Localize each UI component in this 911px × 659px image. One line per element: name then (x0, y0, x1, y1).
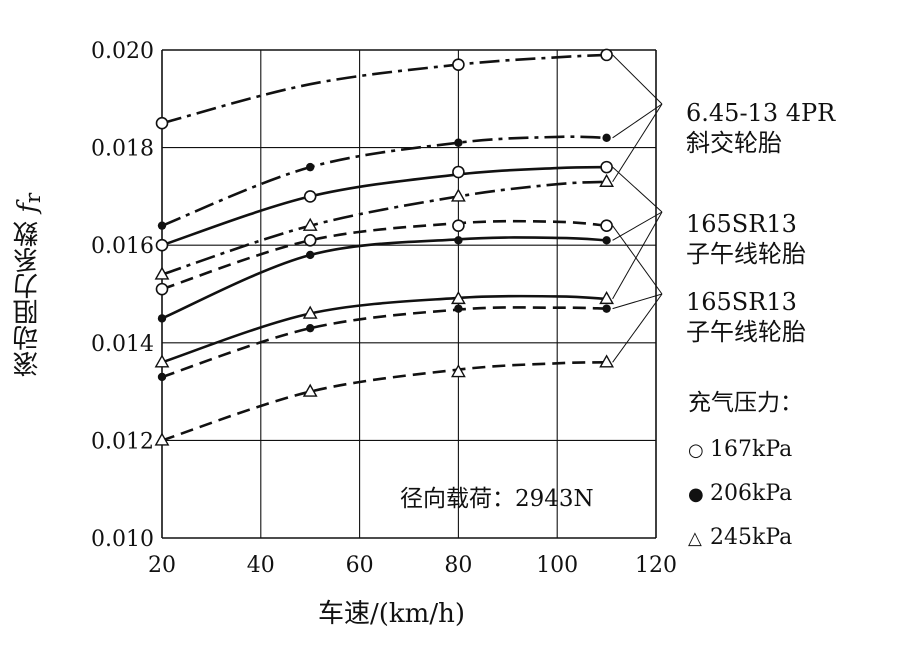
radial-tire-label-2-line2: 子午线轮胎 (686, 318, 806, 346)
series-line (161, 236, 607, 320)
y-tick-label: 0.018 (91, 137, 154, 162)
triangle-marker (599, 354, 614, 368)
x-tick-label: 20 (148, 553, 176, 578)
triangle-marker (154, 432, 170, 446)
series-line (161, 306, 607, 379)
x-tick-label: 60 (346, 553, 374, 578)
open-circle-marker (600, 48, 613, 62)
radial-tire-label-1-line1: 165SR13 (686, 210, 797, 238)
filled-dot-marker (306, 323, 315, 333)
legend-item-206kpa: ● 206kPa (688, 481, 792, 506)
bias-tire-label-line2: 斜交轮胎 (686, 129, 782, 157)
series-line (161, 180, 607, 276)
filled-dot-marker (306, 162, 315, 172)
filled-dot-marker (454, 138, 463, 147)
x-tick-label: 100 (536, 553, 578, 578)
series-markers (154, 48, 614, 446)
filled-dot-marker (454, 236, 463, 245)
x-tick-label: 80 (444, 553, 472, 578)
open-circle-marker (155, 238, 169, 252)
y-axis-title-text: 滚动阻力系数 (13, 212, 43, 378)
leader-line (612, 293, 663, 310)
open-circle-marker (303, 190, 317, 203)
filled-dot-marker (306, 250, 315, 260)
series-line (161, 135, 607, 227)
filled-dot-marker (602, 133, 611, 143)
bias-tire-label-line1: 6.45-13 4PR (686, 99, 836, 127)
x-axis-title: 车速/(km/h) (318, 599, 465, 629)
open-circle-marker (452, 219, 465, 232)
series-line (161, 165, 607, 247)
y-axis-subscript: r (21, 192, 47, 204)
triangle-marker (451, 188, 466, 202)
triangle-marker (302, 217, 318, 231)
legend-item-167kpa: ○ 167kPa (688, 437, 792, 462)
filled-dot-icon: ● (688, 484, 704, 505)
legend-label-245kpa: 245kPa (710, 525, 793, 550)
legend-title: 充气压力： (688, 390, 803, 416)
triangle-marker (599, 290, 614, 305)
y-tick-label: 0.020 (91, 39, 154, 64)
triangle-marker (154, 354, 170, 368)
leader-line (612, 166, 663, 213)
y-tick-label: 0.010 (91, 527, 154, 552)
y-tick-label: 0.016 (91, 234, 154, 259)
bias-tire-label: 6.45-13 4PR 斜交轮胎 (686, 98, 835, 158)
legend-item-245kpa: △ 245kPa (688, 525, 792, 550)
filled-dot-marker (157, 221, 167, 230)
triangle-marker (302, 383, 318, 397)
open-circle-marker (155, 116, 169, 130)
open-circle-marker (303, 234, 317, 247)
leader-lines (612, 54, 663, 363)
y-axis-title: 滚动阻力系数 fr (8, 150, 48, 420)
leader-line (612, 225, 663, 295)
filled-dot-marker (454, 304, 463, 313)
series-line (161, 219, 607, 291)
filled-dot-marker (602, 304, 611, 313)
legend-label-206kpa: 206kPa (710, 481, 793, 506)
leader-line (612, 211, 663, 241)
y-axis-symbol: f (13, 203, 43, 213)
x-tick-label: 40 (247, 553, 275, 578)
filled-dot-marker (157, 372, 167, 382)
open-circle-marker (452, 58, 465, 71)
filled-dot-marker (157, 314, 167, 323)
filled-dot-marker (602, 236, 611, 245)
triangle-marker (451, 364, 466, 378)
grid (161, 49, 657, 539)
leader-line (612, 54, 663, 105)
open-circle-marker (600, 219, 613, 232)
leader-line (612, 103, 663, 139)
series-line (161, 294, 607, 364)
triangle-marker (451, 290, 466, 305)
open-circle-marker (452, 165, 465, 179)
radial-tire-label-1-line2: 子午线轮胎 (686, 240, 806, 268)
triangle-marker (599, 173, 614, 187)
legend-label-167kpa: 167kPa (710, 437, 793, 462)
y-tick-label: 0.012 (91, 429, 154, 454)
radial-tire-label-2-line1: 165SR13 (686, 288, 797, 316)
series-line (161, 361, 607, 442)
triangle-marker (154, 266, 170, 280)
tick-labels: 20 40 60 80 100 120 0.010 0.012 0.014 0.016 0.018 0… (91, 39, 677, 578)
open-circle-icon: ○ (688, 440, 704, 461)
series-curves (161, 53, 607, 442)
radial-tire-label-2: 165SR13 子午线轮胎 (686, 287, 806, 347)
y-tick-label: 0.014 (91, 332, 154, 357)
open-circle-marker (600, 160, 613, 174)
triangle-marker (302, 305, 318, 319)
triangle-icon: △ (688, 528, 702, 549)
series-line (161, 53, 607, 125)
radial-load-annotation: 径向载荷：2943N (400, 486, 594, 512)
leader-line (612, 211, 663, 300)
x-tick-label: 120 (635, 553, 677, 578)
radial-tire-label-1: 165SR13 子午线轮胎 (686, 209, 806, 269)
leader-line (612, 293, 663, 363)
leader-line (612, 103, 663, 183)
open-circle-marker (155, 282, 169, 296)
